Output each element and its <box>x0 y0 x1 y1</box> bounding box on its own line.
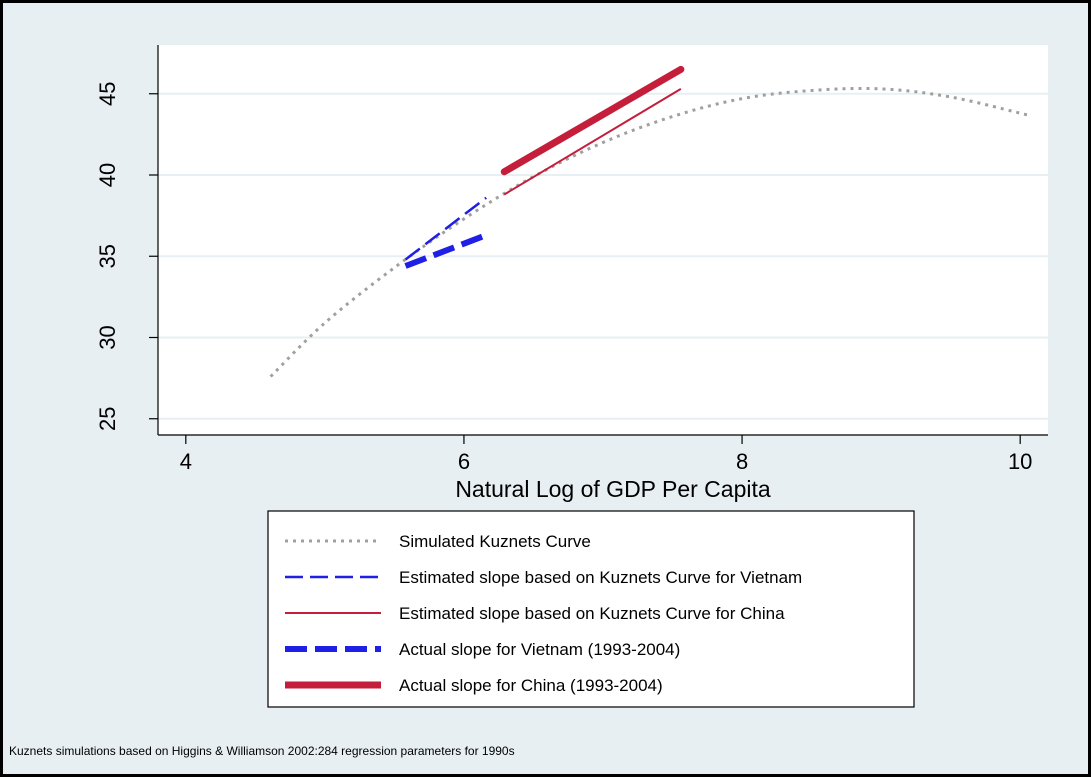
legend-label-1: Simulated Kuznets Curve <box>399 532 591 551</box>
plot-background <box>158 45 1048 435</box>
y-tick-label: 45 <box>95 82 120 106</box>
plot-area: 25 30 35 40 45 4 6 8 10 <box>95 45 1048 474</box>
x-tick-label: 6 <box>458 449 470 474</box>
chart-note: Kuznets simulations based on Higgins & W… <box>9 744 515 758</box>
y-tick-label: 30 <box>95 325 120 349</box>
series-line-3 <box>503 88 682 196</box>
x-tick-label: 4 <box>180 449 192 474</box>
legend-box <box>267 510 915 708</box>
legend: Simulated Kuznets Curve Estimated slope b… <box>267 510 915 708</box>
y-tick-label: 40 <box>95 163 120 187</box>
y-tick-label: 25 <box>95 407 120 431</box>
x-tick-label: 10 <box>1008 449 1032 474</box>
x-axis-title: Natural Log of GDP Per Capita <box>455 476 771 502</box>
kuznets-chart: 25 30 35 40 45 4 6 8 10 Simulated Kuznets Curve E… <box>9 45 1048 758</box>
legend-label-2: Estimated slope based on Kuznets Curve f… <box>399 568 802 587</box>
legend-label-3: Estimated slope based on Kuznets Curve f… <box>399 604 785 623</box>
series-line-4 <box>404 232 488 269</box>
legend-label-4: Actual slope for Vietnam (1993-2004) <box>399 640 680 659</box>
series-line-2 <box>404 196 487 261</box>
legend-label-5: Actual slope for China (1993-2004) <box>399 676 663 695</box>
series-line-5 <box>500 65 685 176</box>
series-line-1 <box>269 86 1028 378</box>
x-tick-label: 8 <box>736 449 748 474</box>
y-tick-label: 35 <box>95 244 120 268</box>
